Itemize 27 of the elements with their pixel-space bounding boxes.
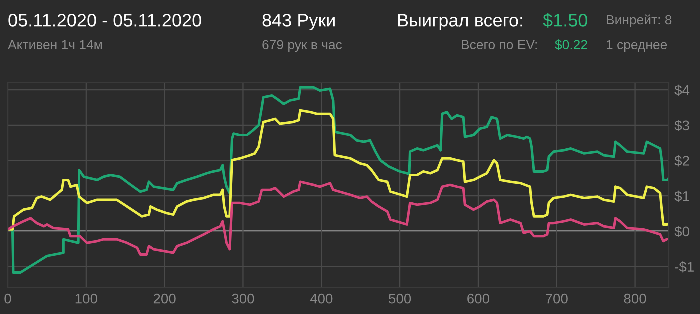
x-tick-label: 0	[4, 294, 12, 304]
x-tick-label: 500	[389, 294, 412, 304]
y-tick-label: $3	[674, 120, 690, 132]
x-tick-label: 300	[232, 294, 254, 304]
text: $0.22	[555, 40, 588, 50]
text: $1.50	[543, 13, 588, 28]
text: 679 рук в час	[262, 40, 342, 52]
chart-title: 05.11.2020 - 05.11.2020	[8, 14, 202, 27]
chart-subtitle: Активен 1ч 14м	[8, 40, 102, 50]
y-tick-label: -$1	[675, 262, 694, 273]
y-tick-label: $2	[674, 156, 690, 167]
x-tick-label: 100	[76, 294, 98, 304]
line-series	[8, 180, 669, 256]
text: Выиграл всего:	[398, 14, 522, 30]
x-tick-label: 600	[468, 294, 490, 304]
x-tick-label: 700	[546, 294, 568, 304]
x-tick-label: 400	[310, 294, 333, 304]
text: 843 Руки	[262, 14, 335, 30]
line-series	[8, 109, 669, 231]
text: 1 среднее	[607, 40, 668, 52]
text: Винрейт: 8	[607, 14, 672, 28]
x-tick-label: 200	[154, 294, 176, 304]
y-tick-label: $0	[674, 226, 690, 238]
text: Всего по EV:	[462, 40, 537, 50]
y-tick-label: $1	[674, 190, 690, 202]
y-tick-label: $4	[674, 84, 690, 96]
x-tick-label: 800	[624, 294, 646, 304]
